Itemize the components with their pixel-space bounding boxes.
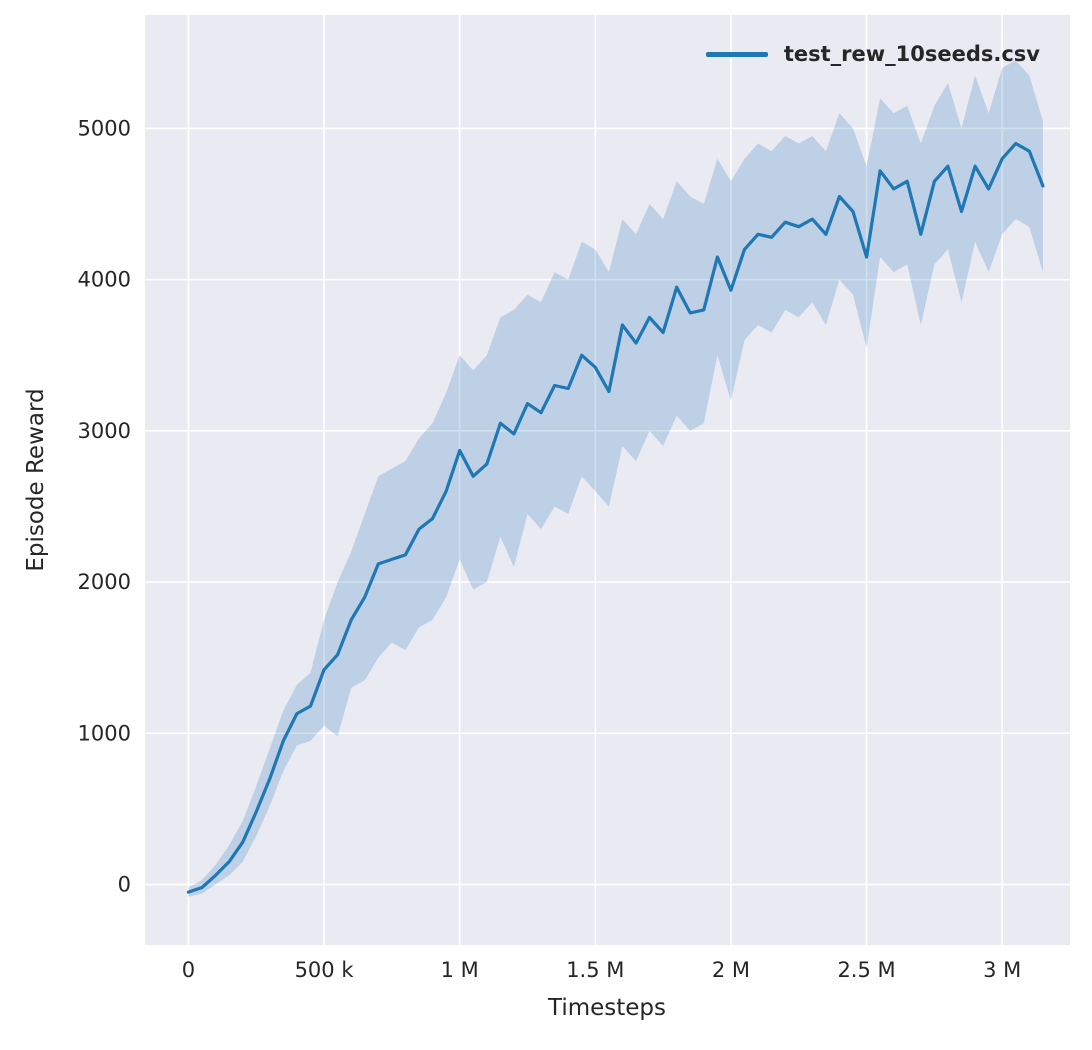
x-tick-label: 500 k — [295, 958, 355, 982]
x-tick-label: 0 — [182, 958, 195, 982]
y-tick-label: 2000 — [78, 570, 131, 594]
mean-line — [186, 141, 1045, 894]
y-tick-label: 4000 — [78, 268, 131, 292]
y-tick-label: 0 — [118, 873, 131, 897]
y-axis-label: Episode Reward — [23, 388, 49, 572]
x-tick-label: 3 M — [983, 958, 1021, 982]
x-axis-label: Timesteps — [547, 995, 667, 1021]
legend: test_rew_10seeds.csv — [705, 42, 1040, 66]
y-tick-label: 1000 — [78, 721, 131, 745]
y-tick-label: 3000 — [78, 419, 131, 443]
plot-area — [145, 15, 1070, 945]
y-tick-label: 5000 — [78, 116, 131, 140]
x-tick-label: 2.5 M — [837, 958, 895, 982]
confidence-band — [188, 60, 1043, 897]
x-tick-label: 1.5 M — [566, 958, 624, 982]
legend-line-swatch — [705, 51, 768, 57]
x-tick-label: 1 M — [441, 958, 479, 982]
x-tick-label: 2 M — [712, 958, 750, 982]
legend-label: test_rew_10seeds.csv — [783, 42, 1040, 66]
